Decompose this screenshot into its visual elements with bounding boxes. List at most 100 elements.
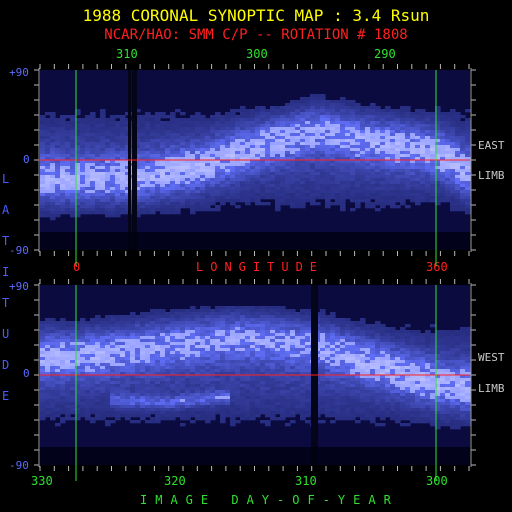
map-cell xyxy=(80,372,86,376)
map-cell xyxy=(215,118,221,122)
map-cell xyxy=(250,166,256,170)
map-cell xyxy=(70,148,76,152)
map-cell xyxy=(210,199,216,203)
map-cell xyxy=(390,187,396,191)
map-cell xyxy=(105,157,111,161)
map-cell xyxy=(230,202,236,206)
map-cell xyxy=(350,121,356,125)
map-cell xyxy=(165,205,171,209)
map-cell xyxy=(245,127,251,131)
map-cell xyxy=(125,396,131,400)
map-cell xyxy=(150,420,156,424)
map-cell xyxy=(285,118,291,122)
map-cell xyxy=(125,363,131,367)
map-cell xyxy=(115,348,121,352)
map-cell xyxy=(215,208,221,212)
map-cell xyxy=(115,405,121,409)
map-cell xyxy=(270,393,276,397)
map-cell xyxy=(135,151,141,155)
map-cell xyxy=(115,414,121,418)
map-cell xyxy=(170,142,176,146)
map-cell xyxy=(115,178,121,182)
map-cell xyxy=(445,151,451,155)
map-cell xyxy=(220,333,226,337)
map-cell xyxy=(295,187,301,191)
map-cell xyxy=(150,327,156,331)
map-cell xyxy=(140,208,146,212)
map-cell xyxy=(75,112,81,116)
map-cell xyxy=(215,405,221,409)
map-cell xyxy=(65,366,71,370)
map-cell xyxy=(295,148,301,152)
map-cell xyxy=(210,387,216,391)
map-cell xyxy=(115,327,121,331)
map-cell xyxy=(160,360,166,364)
map-cell xyxy=(265,142,271,146)
map-cell xyxy=(90,145,96,149)
map-cell xyxy=(425,190,431,194)
map-cell xyxy=(345,157,351,161)
map-cell xyxy=(300,196,306,200)
map-cell xyxy=(395,157,401,161)
map-cell xyxy=(205,390,211,394)
map-cell xyxy=(335,184,341,188)
map-cell xyxy=(285,112,291,116)
map-cell xyxy=(380,142,386,146)
map-cell xyxy=(345,118,351,122)
map-cell xyxy=(145,145,151,149)
map-cell xyxy=(220,151,226,155)
map-cell xyxy=(50,336,56,340)
map-cell xyxy=(330,121,336,125)
map-cell xyxy=(425,172,431,176)
map-cell xyxy=(245,112,251,116)
map-cell xyxy=(135,193,141,197)
map-cell xyxy=(75,184,81,188)
map-cell xyxy=(310,178,316,182)
map-cell xyxy=(115,318,121,322)
map-cell xyxy=(250,408,256,412)
map-cell xyxy=(330,193,336,197)
map-cell xyxy=(330,184,336,188)
map-cell xyxy=(55,211,61,215)
map-cell xyxy=(195,360,201,364)
map-cell xyxy=(40,360,46,364)
map-cell xyxy=(75,118,81,122)
map-cell xyxy=(50,324,56,328)
map-cell xyxy=(300,175,306,179)
map-cell xyxy=(450,133,456,137)
map-cell xyxy=(295,124,301,128)
map-cell xyxy=(65,169,71,173)
map-cell xyxy=(325,181,331,185)
map-cell xyxy=(150,378,156,382)
map-cell xyxy=(50,145,56,149)
map-cell xyxy=(370,130,376,134)
map-cell xyxy=(165,384,171,388)
map-cell xyxy=(85,166,91,170)
map-cell xyxy=(265,360,271,364)
map-cell xyxy=(100,318,106,322)
map-cell xyxy=(210,148,216,152)
map-cell xyxy=(70,145,76,149)
map-cell xyxy=(40,205,46,209)
map-cell xyxy=(280,357,286,361)
map-cell xyxy=(95,405,101,409)
map-cell xyxy=(265,399,271,403)
map-cell xyxy=(240,190,246,194)
map-cell xyxy=(180,360,186,364)
map-cell xyxy=(200,118,206,122)
map-cell xyxy=(295,384,301,388)
map-cell xyxy=(180,172,186,176)
map-cell xyxy=(415,136,421,140)
map-cell xyxy=(90,115,96,119)
map-cell xyxy=(200,330,206,334)
map-cell xyxy=(60,196,66,200)
map-cell xyxy=(120,324,126,328)
map-cell xyxy=(190,408,196,412)
map-cell xyxy=(40,321,46,325)
map-cell xyxy=(175,148,181,152)
map-cell xyxy=(90,208,96,212)
map-cell xyxy=(445,157,451,161)
map-cell xyxy=(75,202,81,206)
map-cell xyxy=(70,321,76,325)
map-cell xyxy=(165,378,171,382)
